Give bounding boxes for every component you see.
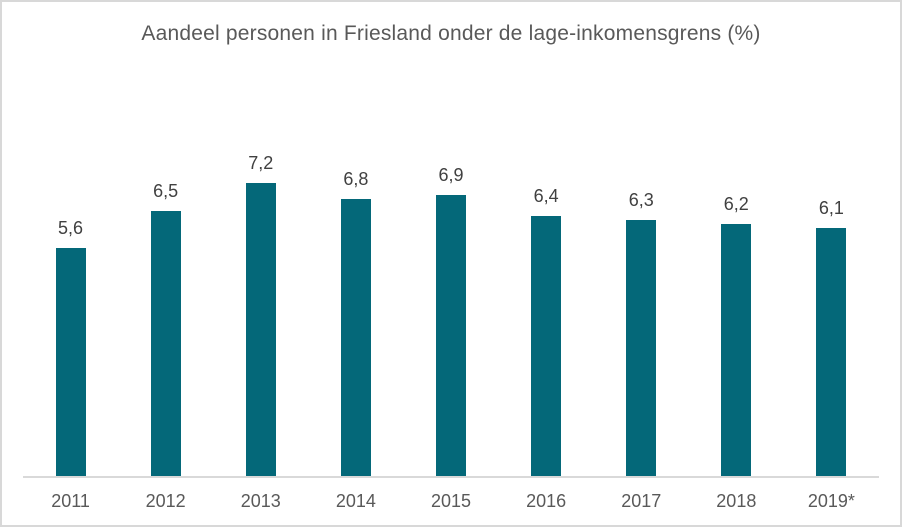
bar-2015 <box>435 195 466 476</box>
bar-column-2011: 5,6 <box>23 164 118 476</box>
x-axis-label-2013: 2013 <box>240 491 281 511</box>
bar-column-2019*: 6,1 <box>784 164 879 476</box>
bar-value-label: 7,2 <box>248 153 274 173</box>
x-axis-label-2018: 2018 <box>716 491 757 511</box>
x-axis-labels: 2011 2012 2013 2014 2015 2016 2017 2018 2019* <box>23 491 879 512</box>
x-axis-label-2017: 2017 <box>621 491 662 511</box>
bar-2018 <box>721 224 752 476</box>
bar-value-label: 6,8 <box>343 169 369 189</box>
bar-value-label: 6,1 <box>818 198 844 218</box>
bar-2012 <box>150 211 181 476</box>
bar-column-2014: 6,8 <box>308 164 403 476</box>
plot-area: 5,6 6,5 7,2 6,8 6,9 6,4 6,3 6,2 6,1 <box>23 153 879 478</box>
bar-column-2017: 6,3 <box>594 164 689 476</box>
bar-column-2018: 6,2 <box>689 164 784 476</box>
bar-2011 <box>55 248 86 476</box>
bar-2017 <box>626 220 657 476</box>
x-axis-label-2016: 2016 <box>526 491 567 511</box>
bar-value-label: 6,4 <box>533 186 559 206</box>
bar-column-2015: 6,9 <box>403 164 498 476</box>
bar-2014 <box>340 199 371 476</box>
bar-value-label: 6,3 <box>628 190 654 210</box>
bar-value-label: 5,6 <box>58 218 84 238</box>
x-axis-line: 5,6 6,5 7,2 6,8 6,9 6,4 6,3 6,2 6,1 <box>23 153 879 478</box>
x-axis-label-2019*: 2019* <box>807 491 855 511</box>
bar-column-2016: 6,4 <box>499 164 594 476</box>
bar-value-label: 6,2 <box>723 194 749 214</box>
x-axis-label-2011: 2011 <box>51 491 90 511</box>
chart-title: Aandeel personen in Friesland onder de l… <box>141 22 761 45</box>
bar-value-label: 6,9 <box>438 165 464 185</box>
bar-2016 <box>531 216 562 476</box>
bar-2013 <box>245 183 276 476</box>
x-axis-label-2014: 2014 <box>335 491 376 511</box>
bar-value-label: 6,5 <box>153 181 179 201</box>
bar-column-2012: 6,5 <box>118 164 213 476</box>
x-axis-label-2012: 2012 <box>145 491 186 511</box>
bar-column-2013: 7,2 <box>213 153 308 476</box>
x-axis-label-2015: 2015 <box>430 491 472 511</box>
bar-2019* <box>816 228 847 476</box>
